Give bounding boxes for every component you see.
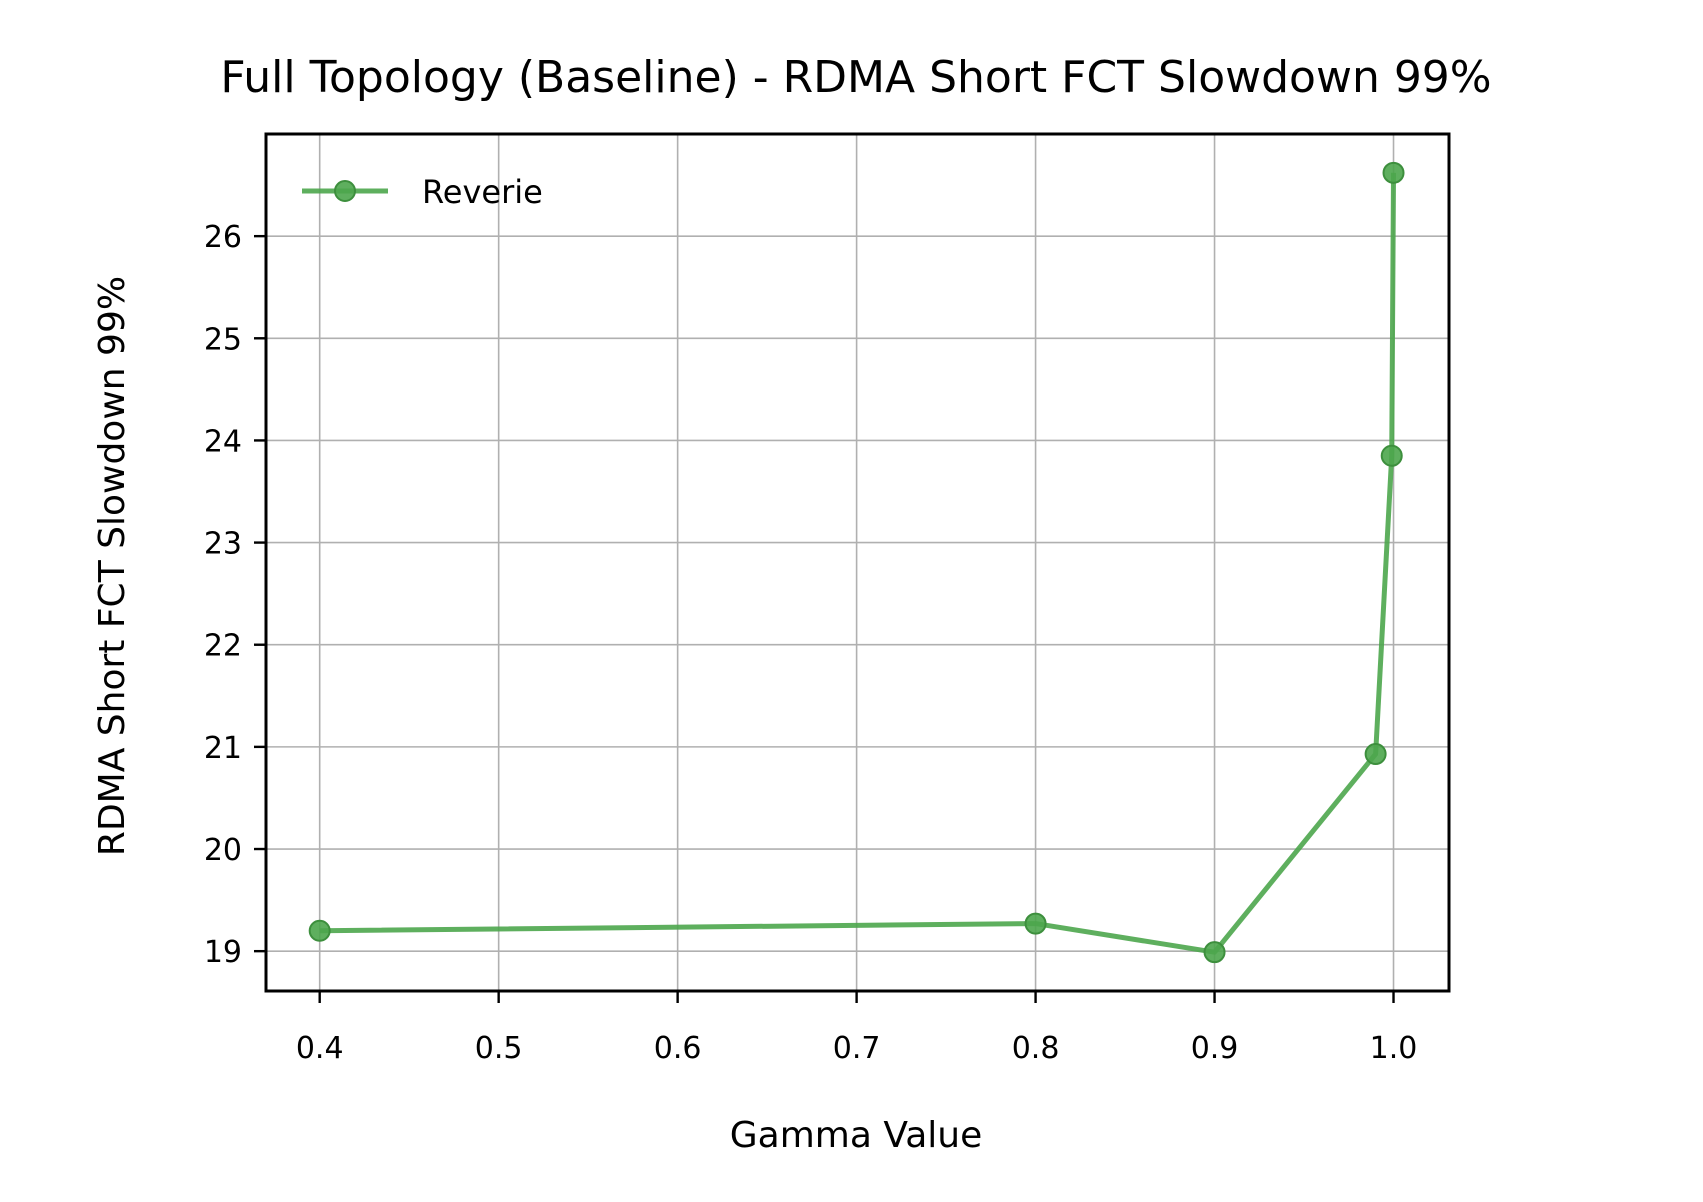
legend-label-reverie: Reverie [422, 173, 543, 211]
y-tick-label: 26 [204, 220, 242, 255]
x-tick-label: 0.5 [475, 1031, 523, 1066]
y-tick-label: 22 [204, 629, 242, 664]
legend-marker [334, 180, 356, 202]
data-point [1364, 743, 1387, 766]
grid-layer [266, 134, 1449, 991]
y-tick-label: 20 [204, 833, 242, 868]
y-tick-label: 19 [204, 935, 242, 970]
x-tick-label: 0.8 [1012, 1031, 1060, 1066]
data-point [1203, 941, 1226, 964]
chart-title: Full Topology (Baseline) - RDMA Short FC… [220, 52, 1491, 103]
x-tick-label: 1.0 [1370, 1031, 1418, 1066]
data-point [308, 919, 331, 942]
x-tick-label: 0.4 [296, 1031, 344, 1066]
data-point [1024, 912, 1047, 935]
plot-frame [264, 132, 1451, 993]
x-tick-label: 0.9 [1191, 1031, 1239, 1066]
y-tick-label: 25 [204, 322, 242, 357]
x-tick-label: 0.6 [654, 1031, 702, 1066]
x-axis-label: Gamma Value [730, 1115, 982, 1156]
y-tick-label: 23 [204, 527, 242, 562]
data-point [1380, 444, 1403, 467]
data-point [1382, 161, 1405, 184]
y-axis-label: RDMA Short FCT Slowdown 99% [92, 276, 133, 856]
tick-layer: 0.4 0.5 0.6 0.7 0.8 0.9 1.0 19 20 21 22 23 24 25 26 [204, 220, 1418, 1066]
y-tick-label: 21 [204, 731, 242, 766]
legend: Reverie [302, 173, 543, 211]
series-layer [308, 161, 1405, 964]
series-line-reverie [319, 172, 1397, 955]
y-tick-label: 24 [204, 424, 242, 459]
x-tick-label: 0.7 [833, 1031, 881, 1066]
